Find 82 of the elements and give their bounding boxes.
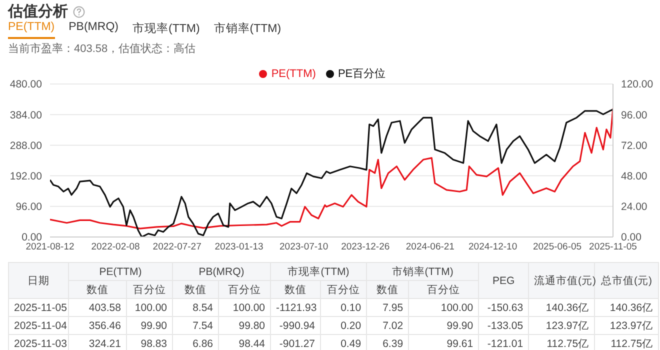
text: 流通市值(元) [528, 262, 596, 298]
text: 百分位 [408, 280, 479, 298]
text: -121.01 [478, 334, 529, 350]
text: PB(MRQ) [172, 262, 271, 280]
legend-label: PE百分位 [338, 68, 386, 80]
text: 99.90 [126, 316, 173, 334]
x-tick-label: 2021-08-12 [26, 242, 74, 253]
text: PE(TTM) [68, 262, 173, 280]
text: 2025-11-03 [8, 334, 68, 350]
text: 123.97亿 [594, 316, 659, 334]
text: 数值 [270, 280, 321, 298]
text: 8.54 [172, 298, 219, 316]
x-tick-label: 2024-12-10 [468, 242, 518, 253]
text: 2025-11-05 [8, 298, 68, 316]
text: 100.00 [408, 298, 479, 316]
y2-tick-label: 72.00 [621, 140, 648, 152]
text: -1121.93 [270, 298, 321, 316]
text: 140.36亿 [594, 298, 659, 316]
text: -990.94 [270, 316, 321, 334]
text: 市销率(TTM) [366, 262, 479, 280]
text: 123.97亿 [528, 316, 595, 334]
text: 324.21 [68, 334, 126, 350]
chart-title: 估值分析 [8, 2, 68, 21]
x-tick-label: 2022-02-08 [91, 242, 140, 253]
text: PE(TTM) [8, 21, 55, 39]
text: 总市值(元) [594, 262, 659, 298]
text: 百分位 [126, 280, 173, 298]
text: 99.80 [218, 316, 271, 334]
text: 100.00 [126, 298, 173, 316]
text: 7.54 [172, 316, 219, 334]
x-tick-label: 2023-01-13 [214, 242, 264, 253]
text: 112.75亿 [594, 334, 659, 350]
text: 0.10 [320, 298, 367, 316]
x-tick-label: 2024-06-21 [406, 242, 454, 253]
y-tick-label: 384.00 [10, 109, 42, 122]
text: 7.95 [366, 298, 409, 316]
text: -133.05 [478, 316, 529, 334]
y-tick-label: 288.00 [10, 140, 42, 152]
x-tick-label: 2023-07-10 [280, 242, 328, 253]
text: 99.61 [408, 334, 479, 350]
text: 100.00 [218, 298, 271, 316]
text: -901.27 [270, 334, 321, 350]
y2-tick-label: 96.00 [621, 109, 648, 122]
text: 0.49 [320, 334, 367, 350]
text: 数值 [172, 280, 219, 298]
text: 6.86 [172, 334, 219, 350]
text: 百分位 [320, 280, 367, 298]
text: 356.46 [68, 316, 126, 334]
text: 98.83 [126, 334, 173, 350]
x-tick-label: 2025-11-05 [589, 242, 637, 253]
text: 百分位 [218, 280, 271, 298]
x-tick-label: 2023-12-26 [341, 242, 390, 253]
x-tick-label: 2025-06-05 [532, 242, 582, 253]
y2-tick-label: 24.00 [621, 201, 648, 214]
text: 403.58 [68, 298, 126, 316]
text: 市现率(TTM) [132, 21, 200, 37]
text: 140.36亿 [528, 298, 595, 316]
chart-subtitle: 当前市盈率：403.58，估值状态：高估 [8, 42, 196, 56]
text: 112.75亿 [528, 334, 595, 350]
y2-tick-label: 48.00 [621, 170, 648, 183]
text: 数值 [68, 280, 126, 298]
text: PB(MRQ) [68, 21, 118, 35]
text: 0.20 [320, 316, 367, 334]
text: 市销率(TTM) [214, 21, 282, 37]
text: 98.44 [218, 334, 271, 350]
text: 数值 [366, 280, 409, 298]
y2-tick-label: 0.00 [621, 232, 642, 244]
text: 6.39 [366, 334, 409, 350]
y-tick-label: 96.00 [16, 201, 42, 214]
text: -150.63 [478, 298, 529, 316]
text: 日期 [8, 262, 68, 298]
legend-label: PE(TTM) [271, 68, 316, 80]
text: 市现率(TTM) [270, 262, 367, 280]
y-tick-label: 0.00 [22, 232, 42, 244]
text: 7.02 [366, 316, 409, 334]
y-tick-label: 192.00 [10, 170, 42, 183]
text: PEG [478, 262, 529, 298]
y-tick-label: 480.00 [10, 78, 42, 91]
text: 99.90 [408, 316, 479, 334]
x-tick-label: 2022-07-27 [152, 242, 202, 253]
text: 2025-11-04 [8, 316, 68, 334]
y2-tick-label: 120.00 [621, 78, 654, 91]
